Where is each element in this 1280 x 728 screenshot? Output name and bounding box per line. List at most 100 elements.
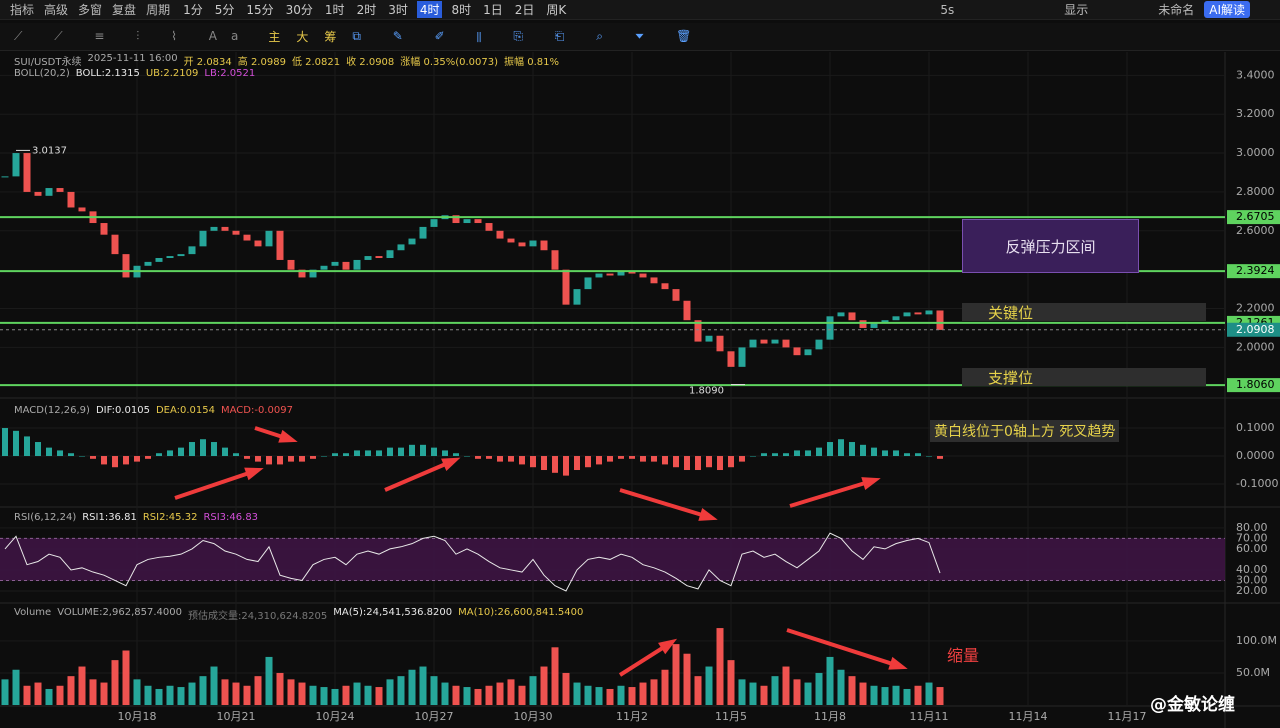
tool[interactable]: 周期 xyxy=(146,3,171,17)
candle xyxy=(518,242,526,247)
candle xyxy=(276,230,284,260)
macd-bar xyxy=(376,450,382,457)
period[interactable]: 2时 xyxy=(356,3,377,17)
volume-bar xyxy=(309,685,317,705)
candle xyxy=(12,153,20,177)
tool[interactable]: 高级 xyxy=(44,3,69,17)
candle xyxy=(452,215,460,224)
volume-bar xyxy=(430,676,438,705)
period[interactable]: 15分 xyxy=(246,3,274,17)
candle xyxy=(155,258,163,262)
period[interactable]: 3时 xyxy=(388,3,408,17)
tool[interactable]: 主 xyxy=(268,30,281,44)
x-tick-label: 11月8 xyxy=(814,710,846,723)
arrow xyxy=(619,488,713,520)
y-tick-label: 0.0000 xyxy=(1236,449,1275,462)
y-tick-label: 100.0M xyxy=(1236,634,1277,647)
rsi-band xyxy=(0,538,1225,581)
volume-bar xyxy=(595,687,603,705)
macd-bar xyxy=(651,456,657,462)
tool[interactable]: 复盘 xyxy=(112,3,137,17)
y-tick-label: 80.00 xyxy=(1236,521,1268,534)
y-tick-label: 2.0000 xyxy=(1236,340,1275,353)
candle xyxy=(573,289,581,305)
period[interactable]: 2日 xyxy=(514,3,535,17)
y-tick-label: 70.00 xyxy=(1236,531,1268,544)
close: 收 2.0908 xyxy=(346,57,395,68)
x-tick-label: 11月11 xyxy=(910,710,949,723)
candle xyxy=(210,226,218,231)
candle xyxy=(375,256,383,259)
indicator: RSI(6,12,24) xyxy=(14,512,77,523)
volume-bar xyxy=(661,669,669,705)
level-tag xyxy=(1227,264,1280,279)
candle xyxy=(683,300,691,321)
volume-bar xyxy=(826,656,834,705)
arrow-head xyxy=(244,467,264,481)
high: 高 2.0989 xyxy=(237,57,286,68)
volume-bar xyxy=(210,666,218,705)
volume-bar xyxy=(408,669,416,705)
macd-bar xyxy=(145,456,151,459)
macd-bar xyxy=(277,456,283,465)
macd-bar xyxy=(915,453,921,457)
volume-bar xyxy=(573,682,581,705)
candle xyxy=(870,322,878,328)
period[interactable]: 4时 xyxy=(416,1,443,18)
indicator: MACD(12,26,9) xyxy=(14,405,90,416)
tool[interactable]: 显示 xyxy=(1064,3,1089,17)
symbol: SUI/USDT永续 xyxy=(14,57,82,68)
macd-bar xyxy=(200,439,206,457)
macd-bar xyxy=(728,456,734,468)
macd-bar xyxy=(640,456,646,462)
macd-bar xyxy=(508,456,514,462)
candle xyxy=(23,153,31,192)
volume-bar xyxy=(56,685,64,705)
arrow-head xyxy=(658,638,678,655)
period[interactable]: 30分 xyxy=(285,3,313,17)
x-tick-label: 10月18 xyxy=(118,710,157,723)
candle xyxy=(353,259,361,270)
macd-bar xyxy=(343,453,349,457)
macd-bar xyxy=(860,444,866,457)
period[interactable]: 1分 xyxy=(183,3,203,17)
ub: UB:2.2109 xyxy=(145,68,199,79)
volume-bar xyxy=(320,687,328,705)
period[interactable]: 1日 xyxy=(483,3,503,17)
support-box: 支撑位 xyxy=(962,368,1206,387)
macd-bar xyxy=(772,453,778,457)
candle xyxy=(815,339,823,350)
volume-bar xyxy=(617,685,625,705)
candle xyxy=(111,234,119,255)
period[interactable]: 周K xyxy=(546,3,567,17)
macd-value: MACD:-0.0097 xyxy=(220,405,293,416)
volume-bar xyxy=(353,682,361,705)
volume-bar xyxy=(837,669,845,705)
tool[interactable]: 5s xyxy=(940,2,955,17)
volume-bar xyxy=(122,650,130,705)
candle xyxy=(584,277,592,290)
macd-bar xyxy=(222,447,228,457)
candle xyxy=(166,256,174,259)
tool[interactable]: 未命名 xyxy=(1158,3,1195,17)
candle xyxy=(408,238,416,245)
tool[interactable]: 多窗 xyxy=(78,3,103,17)
candle xyxy=(199,230,207,247)
period[interactable]: 5分 xyxy=(214,3,235,17)
period[interactable]: 8时 xyxy=(451,3,472,17)
macd-bar xyxy=(530,456,536,468)
ai-button[interactable]: AI解读 xyxy=(1204,1,1250,18)
volume-bar xyxy=(221,679,229,705)
period[interactable]: 1时 xyxy=(324,3,345,17)
tool[interactable]: 筹 xyxy=(324,30,337,44)
macd-bar xyxy=(123,456,129,465)
macd-bar xyxy=(442,450,448,457)
macd-bar xyxy=(79,456,85,457)
tool[interactable]: 指标 xyxy=(10,3,35,17)
volume-bar xyxy=(386,679,394,705)
macd-bar xyxy=(783,453,789,457)
tool[interactable]: 大 xyxy=(296,30,309,44)
candle xyxy=(738,347,746,367)
y-tick-label: 60.00 xyxy=(1236,542,1268,555)
macd-bar xyxy=(563,456,569,476)
